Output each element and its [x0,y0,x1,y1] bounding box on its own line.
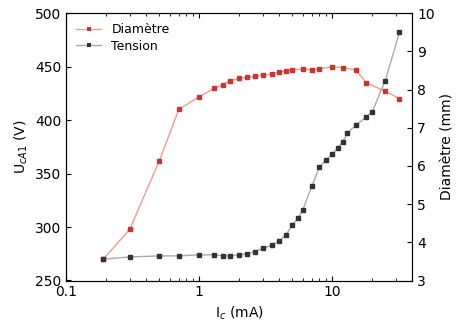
Legend: Diamètre, Tension: Diamètre, Tension [73,19,173,57]
Diamètre [156,159,162,163]
Diamètre [276,70,282,74]
Diamètre [300,67,306,71]
X-axis label: I$_c$ (mA): I$_c$ (mA) [215,305,264,322]
Tension [156,254,162,258]
Diamètre [329,65,335,69]
Tension [176,254,182,258]
Tension [397,30,402,34]
Tension [353,123,358,127]
Diamètre [309,68,315,72]
Line: Tension: Tension [101,30,402,262]
Tension [340,140,346,144]
Tension [300,208,306,212]
Diamètre [212,86,218,90]
Diamètre [127,227,133,231]
Diamètre [227,79,233,82]
Diamètre [245,75,250,79]
Diamètre [237,77,242,81]
Diamètre [364,81,369,85]
Tension [323,158,329,162]
Tension [245,252,250,256]
Diamètre [269,72,274,76]
Diamètre [383,89,388,93]
Tension [295,216,301,220]
Y-axis label: U$_{cA1}$ (V): U$_{cA1}$ (V) [12,120,30,174]
Diamètre [176,108,182,112]
Diamètre [340,66,346,70]
Tension [283,233,289,237]
Diamètre [197,95,202,99]
Tension [329,152,335,156]
Tension [227,254,233,258]
Tension [290,223,295,227]
Diamètre [290,68,295,72]
Line: Diamètre: Diamètre [101,64,402,262]
Tension [335,146,341,150]
Diamètre [353,68,358,72]
Diamètre [317,67,322,71]
Tension [364,115,369,119]
Tension [237,253,242,257]
Tension [212,253,218,257]
Tension [345,131,350,135]
Tension [260,247,265,250]
Diamètre [283,69,289,73]
Tension [383,79,388,82]
Diamètre [100,257,106,261]
Tension [127,255,133,259]
Tension [370,110,375,114]
Tension [220,254,226,258]
Tension [100,257,106,261]
Tension [309,184,315,188]
Diamètre [397,97,402,101]
Tension [269,243,274,247]
Tension [276,239,282,243]
Y-axis label: Diamètre (mm): Diamètre (mm) [440,93,455,200]
Diamètre [220,83,226,87]
Tension [317,165,322,169]
Tension [252,250,257,254]
Diamètre [252,74,257,78]
Diamètre [260,73,265,77]
Tension [197,253,202,257]
